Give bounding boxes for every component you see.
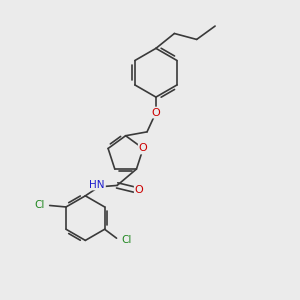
Text: O: O: [152, 108, 160, 118]
Text: Cl: Cl: [34, 200, 44, 210]
Text: O: O: [139, 143, 148, 154]
Text: Cl: Cl: [121, 235, 131, 245]
Text: O: O: [135, 185, 143, 195]
Text: HN: HN: [89, 179, 105, 190]
